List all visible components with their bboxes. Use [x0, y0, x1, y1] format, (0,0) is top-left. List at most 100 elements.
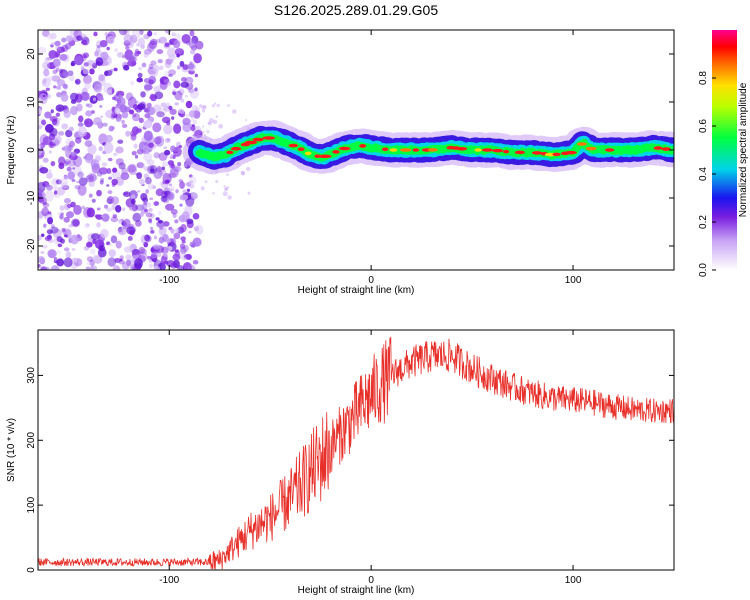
noise-blob [134, 154, 139, 159]
noise-blob [44, 123, 54, 133]
noise-blob [63, 71, 70, 78]
ridge-core [226, 150, 234, 155]
noise-blob [117, 227, 125, 234]
noise-blob [201, 125, 205, 128]
noise-blob [144, 234, 150, 242]
noise-blob [125, 46, 130, 50]
noise-blob [76, 180, 80, 184]
noise-blob [155, 188, 164, 197]
noise-blob [49, 32, 57, 40]
noise-blob [56, 92, 62, 98]
noise-blob [102, 122, 108, 127]
noise-blob [85, 266, 91, 270]
noise-blob [148, 218, 152, 223]
noise-blob [170, 228, 175, 234]
noise-blob [222, 191, 228, 197]
noise-blob [148, 79, 154, 85]
ridge-core [262, 136, 275, 140]
noise-blob [173, 80, 181, 89]
noise-blob [110, 216, 119, 223]
noise-blob [48, 150, 52, 154]
colorbar-tick-label: 0.2 [698, 215, 709, 229]
noise-blob [143, 48, 152, 55]
noise-blob [111, 178, 118, 186]
noise-blob [103, 204, 109, 209]
noise-blob [245, 118, 248, 122]
noise-blob [40, 266, 47, 270]
noise-blob [130, 55, 135, 61]
ridge-core [492, 148, 504, 153]
noise-blob [106, 184, 110, 187]
noise-blob [155, 217, 160, 221]
noise-blob [191, 36, 199, 45]
noise-blob [57, 250, 62, 254]
noise-blob [159, 76, 170, 85]
noise-blob [145, 189, 149, 194]
noise-blob [143, 201, 148, 206]
noise-blob [74, 55, 84, 66]
noise-blob [84, 82, 92, 90]
noise-blob [170, 188, 174, 192]
noise-blob [125, 254, 132, 261]
noise-blob [174, 90, 183, 101]
ridge-core [381, 147, 389, 152]
noise-blob [128, 163, 138, 176]
noise-blob [88, 193, 93, 198]
noise-blob [71, 248, 76, 251]
noise-blob [122, 55, 126, 59]
noise-blob [171, 32, 176, 37]
noise-blob [112, 265, 121, 270]
noise-blob [50, 160, 56, 167]
noise-blob [187, 123, 193, 128]
figure-title: S126.2025.289.01.29.G05 [274, 2, 438, 18]
noise-blob [131, 168, 136, 173]
noise-blob [40, 251, 45, 254]
noise-blob [121, 111, 129, 119]
spectrogram-ytick-label: -20 [26, 238, 37, 253]
spectrogram-ytick-label: 20 [26, 48, 37, 60]
noise-blob [164, 42, 170, 47]
noise-blob [118, 30, 128, 36]
colorbar-tick-label: 0.0 [698, 263, 709, 277]
noise-blob [137, 190, 141, 193]
noise-blob [108, 125, 114, 132]
noise-blob [169, 168, 179, 178]
noise-blob [55, 179, 62, 185]
noise-blob [153, 265, 161, 270]
noise-blob [174, 249, 179, 253]
noise-blob [108, 249, 117, 258]
noise-blob [187, 63, 195, 70]
noise-blob [46, 33, 54, 40]
noise-blob [68, 126, 75, 132]
noise-blob [49, 141, 56, 149]
noise-blob [48, 227, 53, 231]
noise-blob [150, 60, 157, 66]
ridge-core [400, 148, 412, 152]
noise-blob [149, 226, 154, 230]
snr-xtick-label: -100 [159, 575, 179, 586]
noise-blob [93, 31, 98, 37]
noise-blob [188, 174, 193, 178]
noise-blob [57, 243, 63, 248]
noise-blob [158, 219, 163, 224]
noise-blob [49, 115, 58, 122]
noise-blob [179, 203, 183, 207]
colorbar-ticks: 0.0 0.2 0.4 0.6 0.8 [698, 71, 716, 277]
noise-blob [152, 64, 160, 73]
noise-blob [216, 103, 220, 108]
noise-blob [58, 107, 62, 111]
noise-blob [104, 32, 108, 37]
spectrogram-ylabel: Frequency (Hz) [6, 116, 17, 185]
noise-blob [43, 223, 47, 228]
noise-blob [113, 152, 118, 156]
colorbar-tick-label: 0.8 [698, 71, 709, 85]
noise-blob [200, 186, 205, 191]
noise-blob [149, 263, 153, 269]
ridge-core [552, 152, 561, 157]
noise-blob [212, 192, 215, 195]
noise-blob [67, 160, 76, 167]
noise-blob [137, 72, 143, 78]
noise-blob [101, 162, 108, 167]
noise-blob [139, 251, 148, 262]
noise-blob [166, 47, 177, 58]
